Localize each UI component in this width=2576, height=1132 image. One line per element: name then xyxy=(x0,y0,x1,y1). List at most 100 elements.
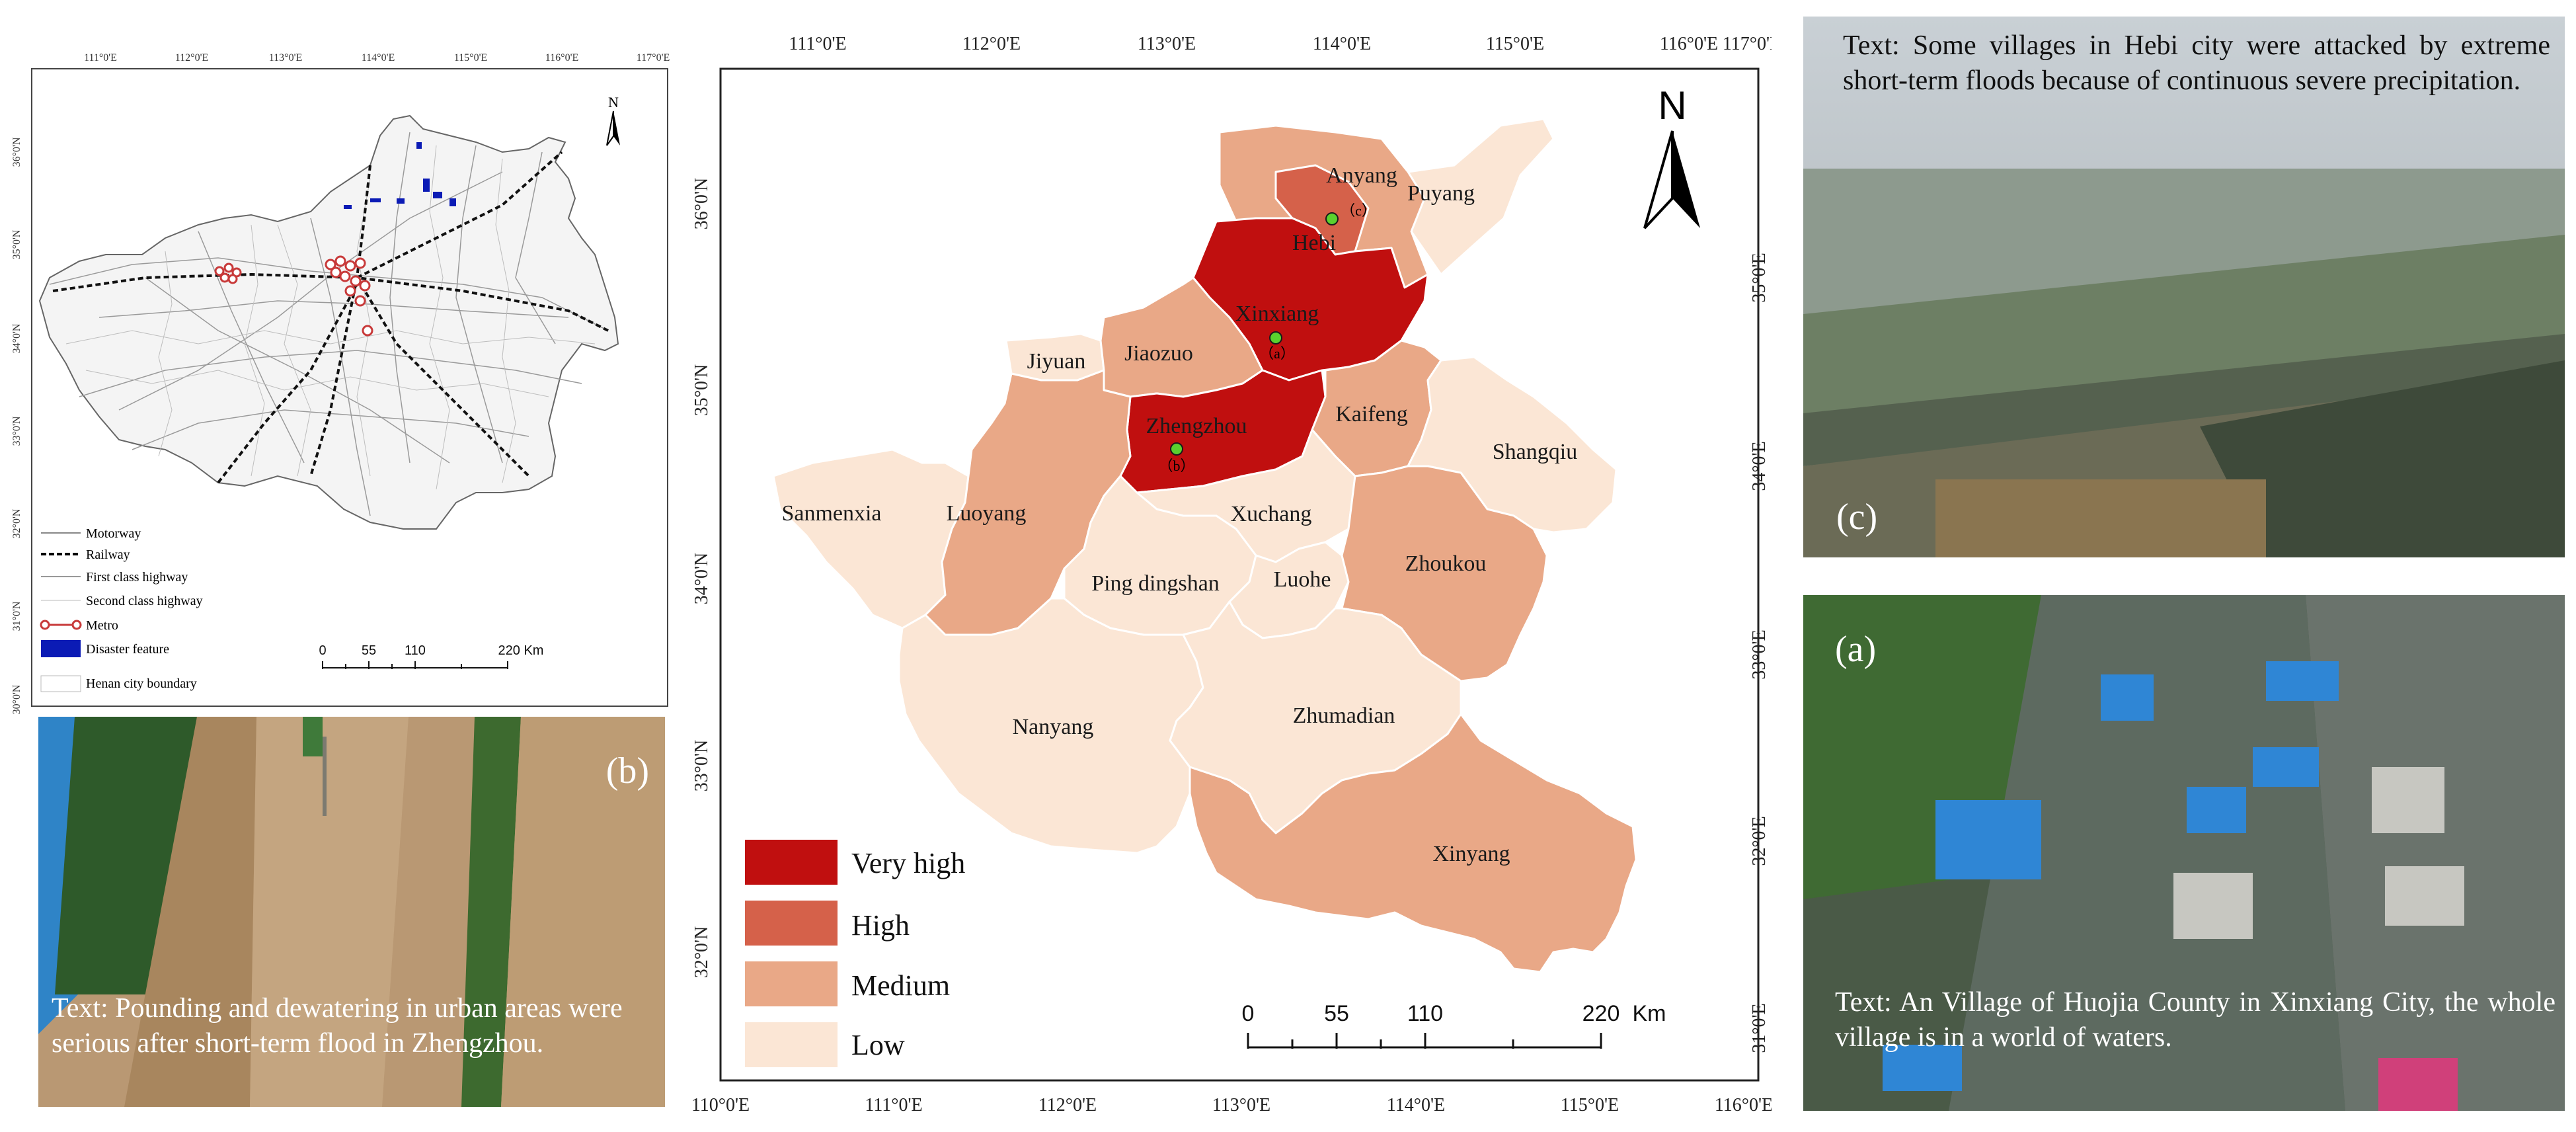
svg-text:N: N xyxy=(608,94,619,110)
overview-legend-label: Metro xyxy=(86,618,118,633)
overview-legend-label: First class highway xyxy=(86,570,188,585)
overview-lat-tick: 36°0'N xyxy=(11,137,22,167)
main-bottom-tick: 111°0'E xyxy=(865,1095,922,1115)
overview-lon-tick: 114°0'E xyxy=(362,52,395,63)
city-label-luohe: Luohe xyxy=(1274,567,1331,592)
city-label-zhengzhou: Zhengzhou xyxy=(1146,414,1247,438)
city-label-xinxiang: Xinxiang xyxy=(1235,302,1319,326)
city-label-hebi: Hebi xyxy=(1292,231,1336,255)
photo-b-label: (b) xyxy=(605,750,649,791)
overview-scale-bar: 0 55 110 220 Km xyxy=(319,643,543,669)
site-marker-a-icon xyxy=(1269,331,1282,344)
main-bottom-tick: 113°0'E xyxy=(1212,1095,1270,1115)
photo-c: Text: Some villages in Hebi city were at… xyxy=(1803,17,2565,557)
svg-text:0: 0 xyxy=(1242,1001,1255,1026)
city-label-nanyang: Nanyang xyxy=(1013,715,1094,739)
city-label-pingdingshan: Ping dingshan xyxy=(1091,571,1220,596)
legend-label: High xyxy=(851,909,910,942)
photo-b: (b) Text: Pounding and dewatering in urb… xyxy=(38,717,665,1107)
legend-label: Medium xyxy=(851,969,950,1002)
main-top-tick: 111°0'E xyxy=(789,34,846,54)
legend-swatch-medium xyxy=(745,961,838,1006)
overview-map: 111°0'E 112°0'E 113°0'E 114°0'E 115°0'E … xyxy=(11,52,670,714)
overview-legend-label: Railway xyxy=(86,547,130,562)
main-top-tick: 116°0'E xyxy=(1660,34,1718,54)
main-top-tick: 115°0'E xyxy=(1486,34,1544,54)
city-label-zhoukou: Zhoukou xyxy=(1405,551,1487,576)
overview-lat-tick: 30°0'N xyxy=(11,684,22,714)
main-top-tick: 117°0'E xyxy=(1723,34,1772,54)
legend-swatch-low xyxy=(745,1022,838,1067)
main-left-tick: 34°0'N xyxy=(691,553,712,604)
photo-c-image xyxy=(1803,17,2565,557)
photo-a: (a) Text: An Village of Huojia County in… xyxy=(1803,595,2565,1111)
city-label-jiyuan: Jiyuan xyxy=(1027,349,1086,374)
svg-text:220: 220 xyxy=(1582,1001,1620,1026)
main-scale-bar: 0 55 110 220 Km xyxy=(1242,1001,1666,1049)
overview-north-arrow-icon: N xyxy=(606,94,620,146)
photo-a-label: (a) xyxy=(1835,629,1877,670)
city-label-xinyang: Xinyang xyxy=(1432,842,1510,866)
overview-legend-label: Disaster feature xyxy=(86,642,169,657)
main-bottom-tick: 116°0'E xyxy=(1715,1095,1772,1115)
risk-legend: Very high High Medium Low xyxy=(745,840,965,1067)
main-left-tick: 32°0'N xyxy=(691,926,712,978)
site-marker-label: （b） xyxy=(1158,458,1194,474)
main-right-tick: 32°0'E xyxy=(1749,816,1770,866)
svg-text:55: 55 xyxy=(1324,1001,1349,1026)
main-left-tick: 33°0'N xyxy=(691,740,712,791)
svg-text:220 Km: 220 Km xyxy=(498,643,544,658)
overview-lon-tick: 113°0'E xyxy=(269,52,302,63)
region-xinyang xyxy=(1189,713,1637,973)
svg-text:55: 55 xyxy=(362,643,376,658)
overview-legend: Motorway Railway First class highway Sec… xyxy=(40,526,203,692)
overview-legend-label: Henan city boundary xyxy=(86,676,197,691)
overview-lat-tick: 35°0'N xyxy=(11,229,22,259)
photo-a-image xyxy=(1803,595,2565,1111)
city-label-luoyang: Luoyang xyxy=(947,501,1027,526)
overview-lon-tick: 115°0'E xyxy=(454,52,487,63)
overview-legend-label: Motorway xyxy=(86,526,141,541)
main-right-tick: 31°0'E xyxy=(1749,1003,1770,1053)
main-top-tick: 112°0'E xyxy=(962,34,1021,54)
main-top-tick: 114°0'E xyxy=(1313,34,1371,54)
overview-lat-tick: 32°0'N xyxy=(11,508,22,538)
overview-lat-tick: 33°0'N xyxy=(11,416,22,446)
main-right-tick: 34°0'E xyxy=(1749,441,1770,491)
site-marker-label: （c） xyxy=(1341,202,1376,219)
svg-text:110: 110 xyxy=(405,643,426,658)
svg-text:0: 0 xyxy=(319,643,326,658)
site-marker-c-icon xyxy=(1325,212,1339,225)
overview-lat-tick: 34°0'N xyxy=(11,323,22,353)
legend-swatch-high xyxy=(745,901,838,946)
photo-b-image xyxy=(38,717,665,1107)
overview-lon-tick: 117°0'E xyxy=(637,52,670,63)
svg-text:Km: Km xyxy=(1633,1001,1666,1026)
overview-map-panel: 111°0'E 112°0'E 113°0'E 114°0'E 115°0'E … xyxy=(0,0,674,714)
site-marker-label: （a） xyxy=(1259,345,1295,362)
city-label-puyang: Puyang xyxy=(1407,181,1475,206)
main-right-tick: 33°0'E xyxy=(1749,629,1770,679)
photo-c-caption: Text: Some villages in Hebi city were at… xyxy=(1843,30,2550,96)
main-right-tick: 35°0'E xyxy=(1749,253,1770,302)
overview-lon-tick: 112°0'E xyxy=(175,52,208,63)
city-label-jiaozuo: Jiaozuo xyxy=(1124,341,1193,366)
legend-swatch-very-high xyxy=(745,840,838,885)
svg-text:110: 110 xyxy=(1407,1001,1443,1026)
main-bottom-tick: 110°0'E xyxy=(691,1095,750,1115)
legend-label: Very high xyxy=(851,847,965,879)
svg-text:N: N xyxy=(1658,83,1686,128)
main-bottom-tick: 114°0'E xyxy=(1387,1095,1445,1115)
city-label-anyang: Anyang xyxy=(1326,163,1397,188)
city-label-sanmenxia: Sanmenxia xyxy=(781,501,881,526)
photo-b-caption: Text: Pounding and dewatering in urban a… xyxy=(52,993,623,1059)
main-left-tick: 36°0'N xyxy=(691,178,712,229)
main-risk-map-panel: 111°0'E 112°0'E 113°0'E 114°0'E 115°0'E … xyxy=(681,0,1781,1129)
overview-legend-label: Second class highway xyxy=(86,594,203,608)
overview-lon-tick: 116°0'E xyxy=(545,52,578,63)
city-label-shangqiu: Shangqiu xyxy=(1493,440,1577,464)
main-risk-map: 111°0'E 112°0'E 113°0'E 114°0'E 115°0'E … xyxy=(691,34,1781,1115)
city-label-zhumadian: Zhumadian xyxy=(1293,704,1395,728)
photo-c-label: (c) xyxy=(1836,497,1878,538)
city-label-xuchang: Xuchang xyxy=(1231,502,1312,526)
